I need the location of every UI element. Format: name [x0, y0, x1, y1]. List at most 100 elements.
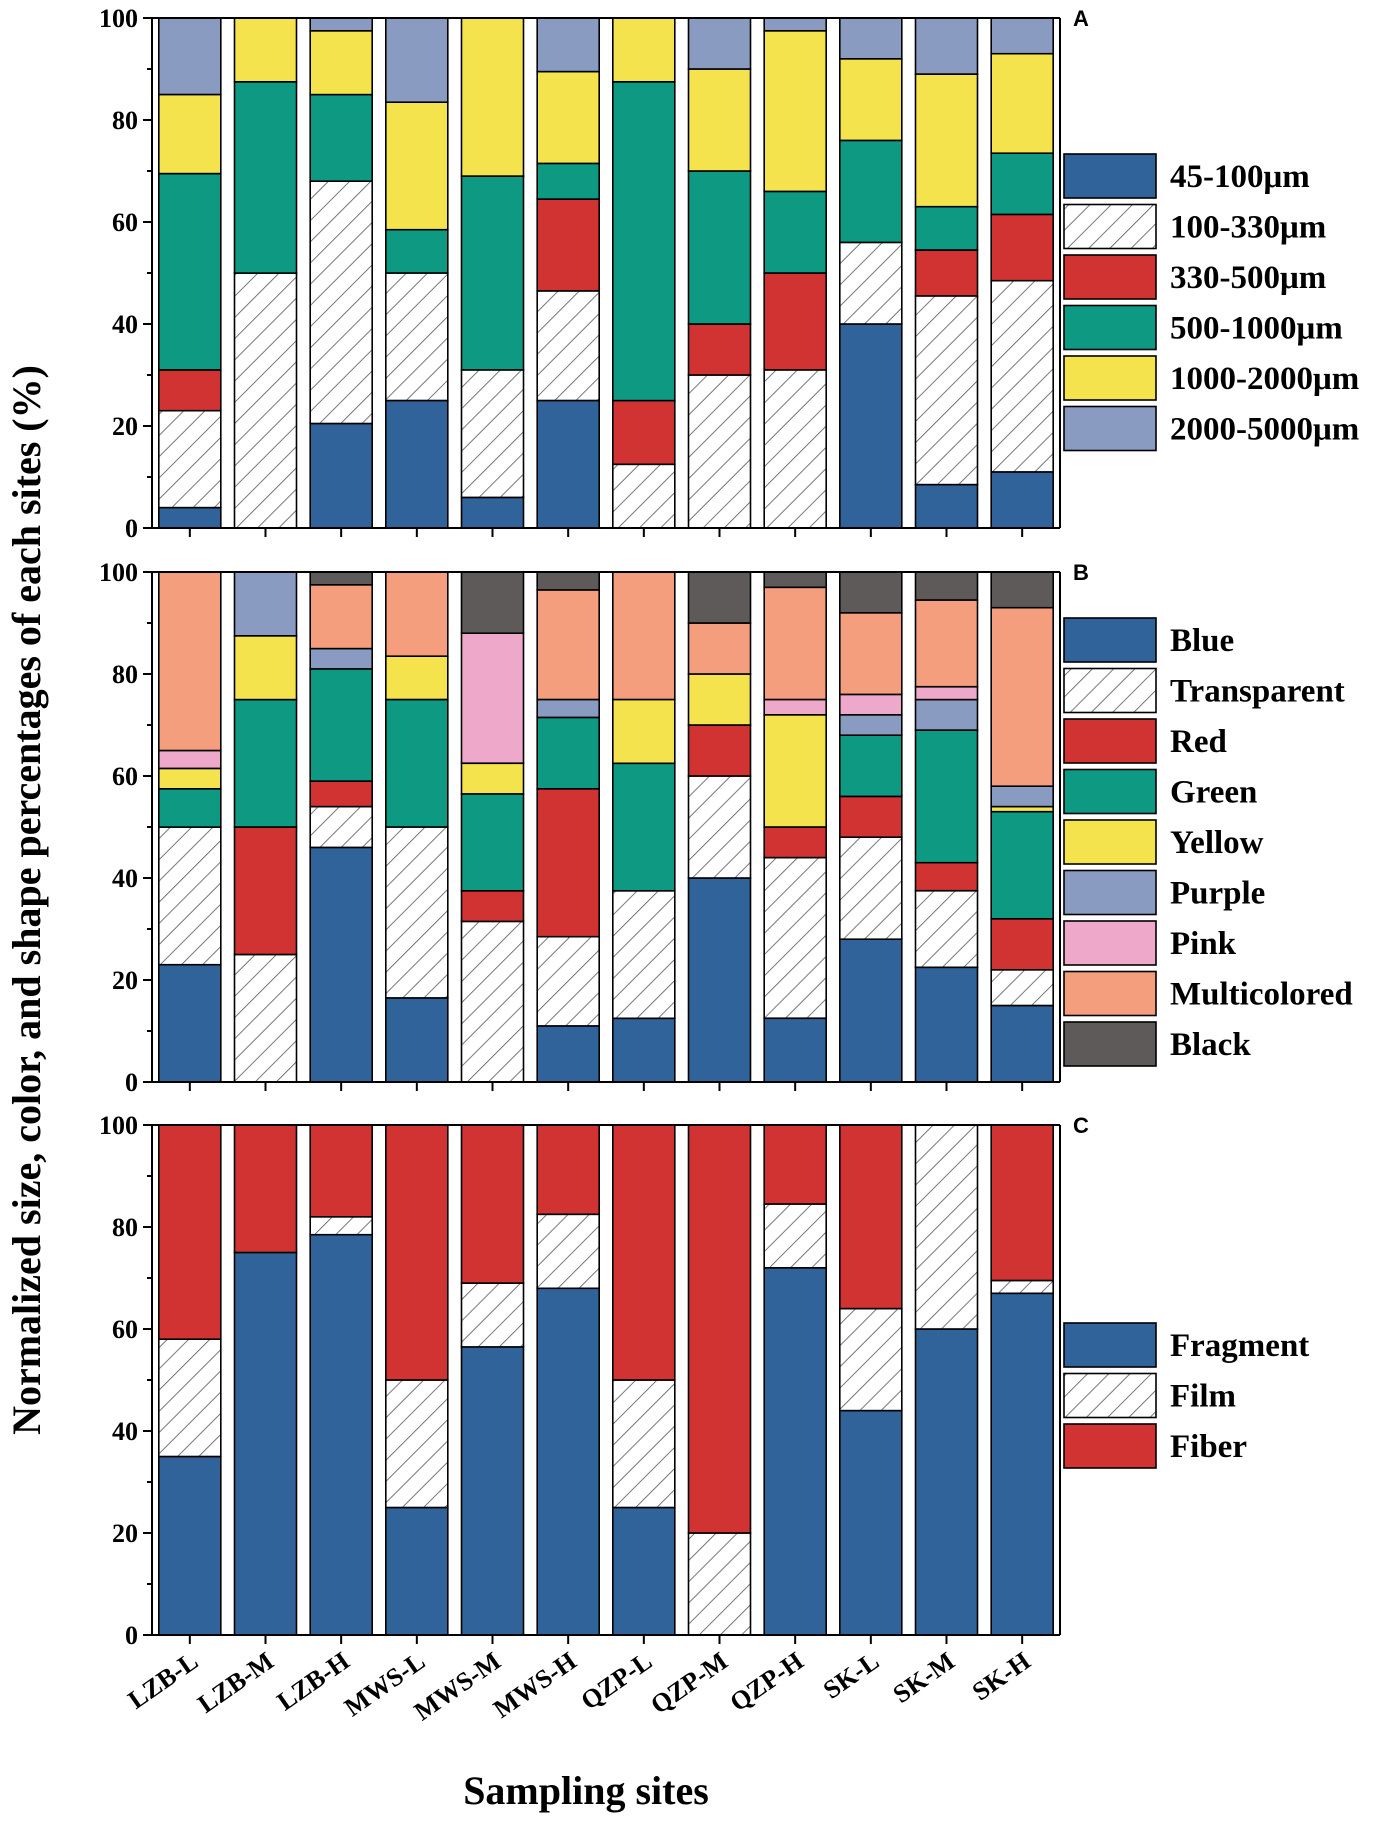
bar-segment-qzp-h-s4 [763, 713, 828, 828]
bar-segment-lzb-m-s3 [233, 698, 298, 828]
x-category-label: LZB-H [272, 1646, 355, 1716]
bar-segment-lzb-h-s1 [309, 805, 374, 849]
bar-segment-qzp-m-s8 [687, 571, 752, 624]
bar-segment-lzb-l-s2 [158, 369, 222, 412]
bar-segment-lzb-l-s4 [158, 767, 222, 790]
bar-segment-qzp-h-s4 [763, 29, 828, 193]
bar-segment-mws-l-s0 [384, 997, 449, 1083]
bar-segment-lzb-l-s1 [158, 409, 222, 509]
x-category-label: MWS-H [488, 1646, 582, 1724]
legend-panel-b: Blue Transparent Red Green Yellow Purple Pink M… [1063, 617, 1353, 1067]
bar-segment-mws-l-s1 [384, 272, 449, 402]
bar-segment-mws-m-s0 [460, 1346, 525, 1636]
legend-swatch [1063, 405, 1157, 452]
x-category-label: SK-M [888, 1646, 960, 1709]
bar-segment-mws-h-s2 [536, 787, 601, 938]
legend-label: 1000-2000μm [1170, 361, 1359, 397]
legend-swatch [1063, 869, 1157, 916]
bar-segment-lzb-l-s0 [158, 963, 222, 1083]
y-tick-label: 80 [112, 106, 138, 135]
bar-segment-sk-l-s5 [838, 713, 903, 736]
bar-segment-qzp-m-s1 [687, 374, 752, 529]
bar-segment-lzb-h-s0 [309, 1233, 374, 1636]
bar-segment-mws-h-s3 [536, 162, 601, 200]
legend-swatch [1063, 667, 1157, 714]
panel-letter-a: A [1073, 6, 1089, 31]
bar-segment-qzp-m-s4 [687, 673, 752, 726]
bar-segment-mws-m-s3 [460, 175, 525, 371]
legend-swatch [1063, 617, 1157, 663]
legend-swatch [1063, 718, 1157, 764]
bar-segment-qzp-h-s2 [763, 1124, 828, 1205]
bar-segment-qzp-m-s0 [687, 877, 752, 1083]
bar-segment-lzb-h-s0 [309, 846, 374, 1083]
y-tick-label: 100 [99, 4, 138, 33]
bar-segment-lzb-h-s2 [309, 1124, 374, 1218]
bar-segment-sk-m-s0 [914, 483, 979, 529]
bar-segment-mws-l-s0 [384, 399, 449, 529]
y-tick-label: 40 [112, 864, 138, 893]
bar-segment-lzb-l-s5 [158, 17, 222, 96]
bar-segment-qzp-h-s0 [763, 1267, 828, 1636]
legend-label: 100-330μm [1170, 210, 1326, 246]
bar-segment-qzp-m-s2 [687, 1124, 752, 1534]
bar-segment-mws-h-s8 [536, 571, 601, 591]
bar-segment-sk-l-s2 [838, 1124, 903, 1310]
bar-segment-mws-m-s8 [460, 571, 525, 635]
x-category-label: SK-L [818, 1646, 884, 1705]
bar-segment-mws-m-s1 [460, 920, 525, 1083]
bar-segment-mws-h-s0 [536, 399, 601, 529]
bar-segment-qzp-h-s2 [763, 826, 828, 859]
bar-segment-lzb-m-s4 [233, 17, 298, 83]
panel-letter-c: C [1073, 1113, 1089, 1138]
bar-segment-qzp-l-s4 [611, 17, 676, 83]
y-axis-title: Normalized size, color, and shape percen… [4, 365, 49, 1435]
bar-segment-lzb-h-s5 [309, 17, 374, 32]
panel-letter-b: B [1073, 560, 1089, 585]
bar-segment-lzb-m-s3 [233, 81, 298, 274]
y-tick-label: 20 [112, 412, 138, 441]
legend-label: Green [1170, 775, 1257, 811]
bar-segment-qzp-l-s4 [611, 698, 676, 765]
bar-segment-sk-m-s0 [914, 966, 979, 1083]
bar-segment-sk-h-s5 [990, 17, 1055, 55]
bar-segment-sk-m-s5 [914, 698, 979, 731]
bar-segment-sk-h-s8 [990, 571, 1055, 609]
bar-segment-lzb-h-s1 [309, 180, 374, 425]
bar-segment-lzb-h-s3 [309, 668, 374, 782]
bar-segment-lzb-m-s2 [233, 826, 298, 956]
y-tick-label: 100 [99, 558, 138, 587]
bar-segment-sk-m-s2 [914, 861, 979, 892]
bar-segment-qzp-h-s2 [763, 272, 828, 371]
panel-c: 020406080100LZB-LLZB-MLZB-HMWS-LMWS-MMWS… [99, 1111, 1309, 1726]
bar-segment-sk-l-s2 [838, 795, 903, 839]
bar-segment-sk-h-s0 [990, 1004, 1055, 1083]
bar-segment-mws-h-s5 [536, 698, 601, 719]
bar-segment-lzb-h-s2 [309, 780, 374, 808]
bar-segment-sk-l-s1 [838, 1307, 903, 1412]
bar-segment-qzp-l-s0 [611, 1017, 676, 1083]
bar-segment-sk-m-s3 [914, 729, 979, 864]
bar-segment-sk-m-s0 [914, 1328, 979, 1636]
bar-segment-mws-l-s5 [384, 17, 449, 103]
legend-swatch [1063, 819, 1157, 865]
bar-segment-lzb-m-s1 [233, 953, 298, 1083]
legend-swatch [1063, 1322, 1157, 1368]
bar-segment-sk-h-s1 [990, 1279, 1055, 1295]
bar-segment-sk-h-s2 [990, 1124, 1055, 1282]
legend-swatch [1063, 254, 1157, 300]
x-category-label: QZP-M [645, 1646, 733, 1719]
bar-segment-lzb-l-s6 [158, 749, 222, 770]
bar-segment-sk-l-s1 [838, 836, 903, 941]
x-category-label: LZB-M [192, 1646, 278, 1719]
legend-swatch [1063, 304, 1157, 351]
bar-segment-mws-h-s7 [536, 589, 601, 701]
bar-segment-qzp-m-s2 [687, 724, 752, 777]
legend-label: Yellow [1170, 825, 1264, 861]
bar-segment-qzp-l-s1 [611, 889, 676, 1020]
bar-segment-lzb-m-s1 [233, 272, 298, 529]
bar-segment-mws-h-s3 [536, 716, 601, 790]
x-category-label: MWS-M [409, 1646, 506, 1726]
bar-segment-lzb-m-s2 [233, 1124, 298, 1254]
legend-swatch [1063, 1372, 1157, 1419]
